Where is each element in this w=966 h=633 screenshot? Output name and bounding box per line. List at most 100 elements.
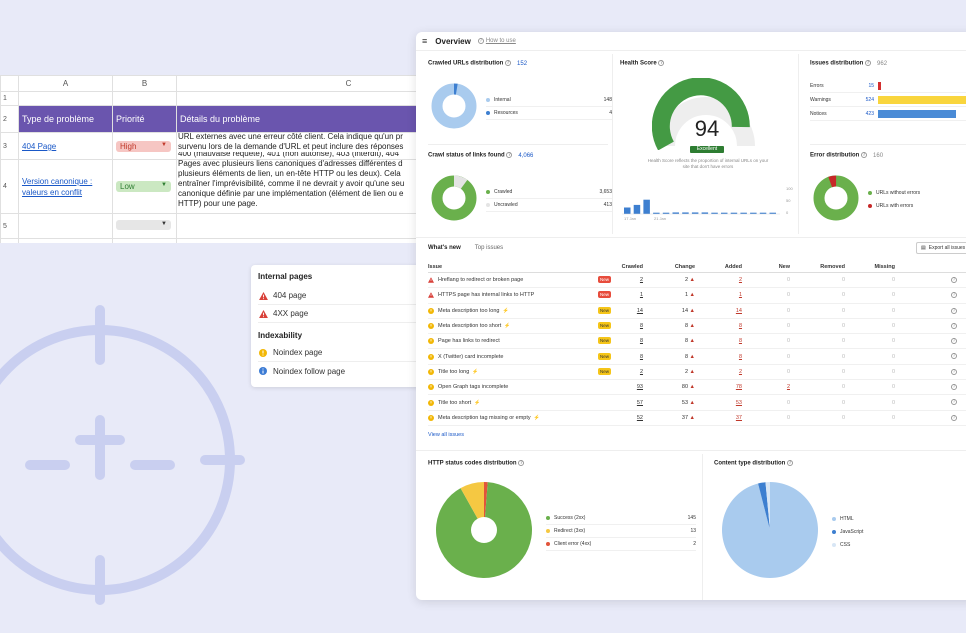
- removed-value[interactable]: 0: [841, 384, 845, 391]
- cell[interactable]: [176, 213, 440, 239]
- issue-label[interactable]: Page has links to redirect: [438, 338, 500, 345]
- help-icon[interactable]: ?: [951, 384, 957, 390]
- help-icon[interactable]: ?: [951, 399, 957, 406]
- pie-slice[interactable]: [460, 482, 484, 530]
- crawled-value[interactable]: 8: [639, 353, 643, 360]
- cell[interactable]: [176, 91, 440, 106]
- health-bar[interactable]: [701, 212, 709, 214]
- issue-row[interactable]: Title too long ⚡ New 2 2 ▲ 2 0 0 0?: [428, 365, 966, 381]
- new-value[interactable]: 2: [786, 384, 790, 391]
- legend-row[interactable]: Internal 148: [486, 94, 612, 107]
- issue-label[interactable]: Meta description too long: [438, 307, 500, 314]
- new-value[interactable]: 0: [786, 399, 790, 406]
- health-bar[interactable]: [662, 212, 670, 214]
- health-bar[interactable]: [759, 212, 767, 214]
- help-icon[interactable]: ?: [951, 338, 957, 345]
- hamburger-menu-icon[interactable]: ≡: [422, 36, 428, 46]
- help-icon[interactable]: ?: [951, 353, 957, 360]
- crawled-value[interactable]: 8: [639, 338, 643, 345]
- issue-row[interactable]: Meta description too short ⚡ New 8 8 ▲ 8 0 0 0?: [428, 319, 966, 335]
- added-value[interactable]: 14: [735, 307, 742, 314]
- help-icon[interactable]: ?: [865, 60, 872, 66]
- issue-row[interactable]: Page has links to redirect New 8 8 ▲ 8 0 0 0?: [428, 334, 966, 350]
- removed-value[interactable]: 0: [841, 353, 845, 360]
- missing-value[interactable]: 0: [891, 307, 895, 314]
- internal-pages-item[interactable]: 404 page: [258, 287, 434, 305]
- col-change[interactable]: Change: [674, 264, 695, 270]
- col-issue[interactable]: Issue: [428, 264, 443, 270]
- tab-whats-new[interactable]: What's new: [428, 245, 461, 251]
- removed-value[interactable]: 0: [841, 323, 845, 330]
- removed-value[interactable]: 0: [841, 414, 845, 421]
- issue-row[interactable]: Open Graph tags incomplete 93 80 ▲ 78 2 0 0?: [428, 380, 966, 396]
- missing-value[interactable]: 0: [891, 292, 895, 299]
- added-value[interactable]: 78: [735, 384, 742, 391]
- crawled-value[interactable]: 2: [639, 368, 643, 375]
- help-icon[interactable]: ?: [951, 307, 957, 314]
- new-value[interactable]: 0: [786, 338, 790, 345]
- issue-label[interactable]: Hreflang to redirect or broken page: [438, 277, 524, 284]
- pie-slice[interactable]: [758, 482, 770, 530]
- health-bar[interactable]: [672, 212, 680, 214]
- issue-label[interactable]: Title too long: [438, 368, 470, 375]
- legend-row[interactable]: JavaScript: [832, 525, 912, 538]
- row-number[interactable]: 1: [0, 91, 19, 106]
- how-to-use-link[interactable]: How to use: [485, 38, 516, 44]
- issue-label[interactable]: Meta description tag missing or empty: [438, 414, 531, 421]
- cell[interactable]: [112, 91, 177, 106]
- health-bar[interactable]: [711, 212, 718, 214]
- added-value[interactable]: 1: [738, 292, 742, 299]
- legend-row[interactable]: Uncrawled 413: [486, 199, 612, 212]
- issue-row[interactable]: X (Twitter) card incomplete New 8 8 ▲ 8 0 0 0?: [428, 349, 966, 365]
- issue-row[interactable]: HTTPS page has internal links to HTTP New…: [428, 288, 966, 304]
- help-icon[interactable]: ?: [951, 276, 957, 283]
- health-bar[interactable]: [643, 199, 650, 214]
- help-icon[interactable]: ?: [477, 38, 484, 44]
- health-bar[interactable]: [730, 212, 738, 214]
- health-bar[interactable]: [740, 212, 747, 214]
- pie-slice[interactable]: [765, 482, 770, 530]
- legend-row[interactable]: URLs with errors: [868, 199, 966, 212]
- col-new[interactable]: New: [778, 264, 790, 270]
- missing-value[interactable]: 0: [891, 338, 895, 345]
- header-details[interactable]: Détails du problème: [176, 105, 440, 133]
- header-priority[interactable]: Priorité: [112, 105, 177, 133]
- new-value[interactable]: 0: [786, 277, 790, 284]
- issues-distribution-row[interactable]: Notices 423: [810, 107, 966, 121]
- crawled-value[interactable]: 93: [636, 384, 643, 391]
- removed-value[interactable]: 0: [841, 368, 845, 375]
- issue-row[interactable]: Title too short ⚡ 57 53 ▲ 53 0 0 0?: [428, 395, 966, 411]
- header-type[interactable]: Type de problème: [18, 105, 113, 133]
- crawled-urls-total[interactable]: 152: [517, 60, 528, 67]
- added-value[interactable]: 37: [735, 414, 742, 421]
- help-icon[interactable]: ?: [861, 152, 868, 158]
- col-added[interactable]: Added: [724, 264, 742, 270]
- missing-value[interactable]: 0: [891, 384, 895, 391]
- added-value[interactable]: 8: [738, 353, 742, 360]
- issue-label[interactable]: HTTPS page has internal links to HTTP: [438, 292, 535, 299]
- cell[interactable]: [18, 91, 113, 106]
- issue-row[interactable]: Meta description too long ⚡ New 14 14 ▲ 14 0 0 0…: [428, 304, 966, 319]
- cell-priority[interactable]: High ▼: [112, 132, 177, 160]
- cell-priority[interactable]: Low ▼: [112, 159, 177, 214]
- missing-value[interactable]: 0: [891, 353, 895, 360]
- legend-row[interactable]: Crawled 3,653: [486, 186, 612, 199]
- legend-row[interactable]: Resources 4: [486, 107, 612, 120]
- priority-dropdown-empty[interactable]: ▼: [116, 220, 171, 230]
- help-icon[interactable]: ?: [951, 368, 957, 375]
- row-number[interactable]: [0, 238, 19, 243]
- crawled-value[interactable]: 57: [636, 399, 643, 406]
- crawl-status-total[interactable]: 4,066: [518, 152, 534, 159]
- col-crawled[interactable]: Crawled: [621, 264, 643, 270]
- legend-row[interactable]: Redirect (3xx) 13: [546, 525, 696, 538]
- crawled-value[interactable]: 8: [639, 323, 643, 330]
- issue-label[interactable]: Title too short: [438, 399, 472, 406]
- help-icon[interactable]: ?: [518, 460, 525, 466]
- removed-value[interactable]: 0: [841, 277, 845, 284]
- cell-type[interactable]: 404 Page: [18, 132, 113, 160]
- missing-value[interactable]: 0: [891, 368, 895, 375]
- missing-value[interactable]: 0: [891, 414, 895, 421]
- removed-value[interactable]: 0: [841, 399, 845, 406]
- removed-value[interactable]: 0: [841, 307, 845, 314]
- view-all-issues-link[interactable]: View all issues: [428, 432, 464, 438]
